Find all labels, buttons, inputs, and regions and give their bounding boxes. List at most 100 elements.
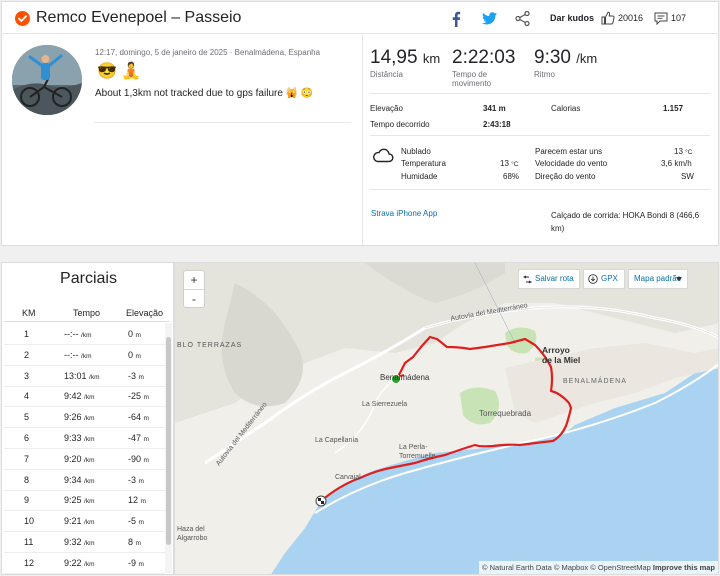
- split-pace: 13:01 /km: [64, 370, 100, 381]
- map-canvas[interactable]: [175, 263, 719, 575]
- save-route-button[interactable]: Salvar rota: [518, 269, 580, 289]
- table-row: 4 9:42 /km -25 m: [2, 386, 165, 408]
- split-pace: --:-- /km: [64, 329, 92, 339]
- split-km: 1: [24, 329, 30, 339]
- split-km: 2: [24, 349, 30, 360]
- divider: [4, 427, 165, 429]
- cloud-icon: [373, 148, 394, 163]
- comment-count[interactable]: 107: [671, 13, 687, 23]
- split-elevation: -25 m: [128, 391, 149, 402]
- divider: [4, 572, 165, 574]
- activity-description: About 1,3km not tracked due to gps failu…: [95, 88, 314, 99]
- splits-header-km: KM: [22, 308, 36, 318]
- attribution-osm[interactable]: © OpenStreetMap: [590, 563, 651, 572]
- divider: [184, 289, 204, 290]
- splits-scrollbar[interactable]: [165, 323, 172, 573]
- attribution-mapbox[interactable]: © Mapbox: [553, 563, 589, 572]
- elapsed-time-label: Tempo decorrido: [370, 120, 430, 129]
- avatar[interactable]: [12, 45, 82, 115]
- split-km: 9: [24, 495, 30, 506]
- split-elevation: -47 m: [128, 433, 149, 443]
- share-icon[interactable]: [515, 11, 530, 26]
- divider: [4, 531, 165, 533]
- kudos-count[interactable]: 20016: [618, 13, 644, 23]
- facebook-icon[interactable]: [451, 11, 461, 27]
- map-attribution: © Natural Earth Data © Mapbox © OpenStre…: [479, 561, 718, 574]
- activity-emoji: 😎 🧘: [97, 63, 142, 80]
- improve-map-link[interactable]: Improve this map: [652, 563, 715, 572]
- scrollbar-thumb[interactable]: [166, 337, 171, 545]
- temperature-label: Temperatura: [401, 159, 446, 168]
- elevation-value: 341 m: [483, 104, 506, 113]
- map-label-benalmadena: Benalmádena: [380, 373, 430, 382]
- moving-time-value: 2:22:03: [452, 47, 516, 68]
- route-icon: [523, 275, 532, 284]
- activity-datetime-location: 12:17, domingo, 5 de janeiro de 2025 · B…: [95, 48, 321, 57]
- map-style-select[interactable]: Mapa padrão: [628, 269, 688, 289]
- split-km: 10: [24, 516, 35, 527]
- splits-header-elevation: Elevação: [126, 308, 164, 318]
- divider: [4, 385, 165, 387]
- zoom-out-button[interactable]: -: [192, 292, 196, 306]
- divider: [362, 34, 363, 245]
- give-kudos-button[interactable]: Dar kudos: [550, 13, 595, 23]
- download-icon: [588, 274, 598, 284]
- thumbs-up-icon[interactable]: [601, 11, 615, 25]
- split-elevation: 12 m: [128, 495, 146, 506]
- divider: [4, 406, 165, 408]
- split-pace: --:-- /km: [64, 349, 92, 360]
- map-label-terrazas: BLO TERRAZAS: [177, 342, 243, 349]
- split-km: 3: [24, 370, 30, 381]
- elapsed-time-value: 2:43:18: [483, 120, 511, 129]
- finish-marker-icon[interactable]: [315, 495, 327, 507]
- split-km: 4: [24, 391, 30, 402]
- route-map[interactable]: Autovía del Mediterráneo Autovía del Med…: [174, 262, 719, 575]
- attribution-natural-earth[interactable]: © Natural Earth Data: [482, 563, 552, 572]
- divider: [4, 321, 169, 322]
- table-row: 8 9:34 /km -3 m: [2, 470, 165, 491]
- divider: [370, 93, 710, 94]
- divider: [370, 189, 710, 190]
- wind-direction-label: Direção do vento: [535, 172, 596, 181]
- zoom-control: + -: [183, 270, 205, 308]
- twitter-icon[interactable]: [482, 12, 497, 25]
- divider: [4, 468, 165, 470]
- split-km: 7: [24, 453, 30, 464]
- moving-time-stat: 2:22:03 Tempo de movimento: [452, 47, 515, 88]
- weather-condition: Nublado: [401, 147, 431, 156]
- split-km: 5: [24, 412, 30, 423]
- distance-unit: km: [422, 51, 441, 66]
- split-pace: 9:42 /km: [64, 391, 95, 402]
- wind-speed-label: Velocidade do vento: [535, 159, 608, 168]
- pace-label: Ritmo: [534, 70, 555, 79]
- map-label-arroyo: Arroyo de la Miel: [542, 345, 581, 365]
- divider: [370, 135, 710, 136]
- start-marker-icon[interactable]: [391, 374, 401, 384]
- humidity-label: Humidade: [401, 172, 438, 181]
- temperature-value: 13 °C: [500, 159, 519, 168]
- map-label-perla: La Perla- Torremuelle: [399, 444, 436, 460]
- device-app-link[interactable]: Strava iPhone App: [371, 209, 438, 218]
- calories-label: Calorias: [551, 104, 581, 113]
- humidity-value: 68%: [503, 172, 520, 181]
- gpx-download-button[interactable]: GPX: [583, 269, 625, 289]
- split-elevation: -3 m: [128, 474, 144, 485]
- split-pace: 9:26 /km: [64, 412, 95, 423]
- map-label-carvajal: Carvajal: [335, 474, 361, 481]
- table-row: 6 9:33 /km -47 m: [2, 428, 165, 449]
- table-row: 12 9:22 /km -9 m: [2, 553, 165, 574]
- divider: [4, 489, 165, 491]
- split-elevation: -5 m: [128, 516, 144, 527]
- table-row: 9 9:25 /km 12 m: [2, 490, 165, 512]
- route-line[interactable]: [320, 335, 573, 502]
- distance-value: 14,95: [370, 47, 418, 68]
- calories-value: 1.157: [663, 104, 684, 113]
- zoom-in-button[interactable]: +: [190, 273, 198, 287]
- split-km: 11: [24, 537, 34, 547]
- distance-label: Distância: [370, 70, 403, 79]
- comment-icon[interactable]: [654, 12, 668, 25]
- distance-stat: 14,95 km Distância: [370, 47, 440, 79]
- split-elevation: -9 m: [128, 557, 144, 568]
- moving-time-label: Tempo de movimento: [452, 70, 492, 88]
- split-pace: 9:25 /km: [64, 495, 95, 506]
